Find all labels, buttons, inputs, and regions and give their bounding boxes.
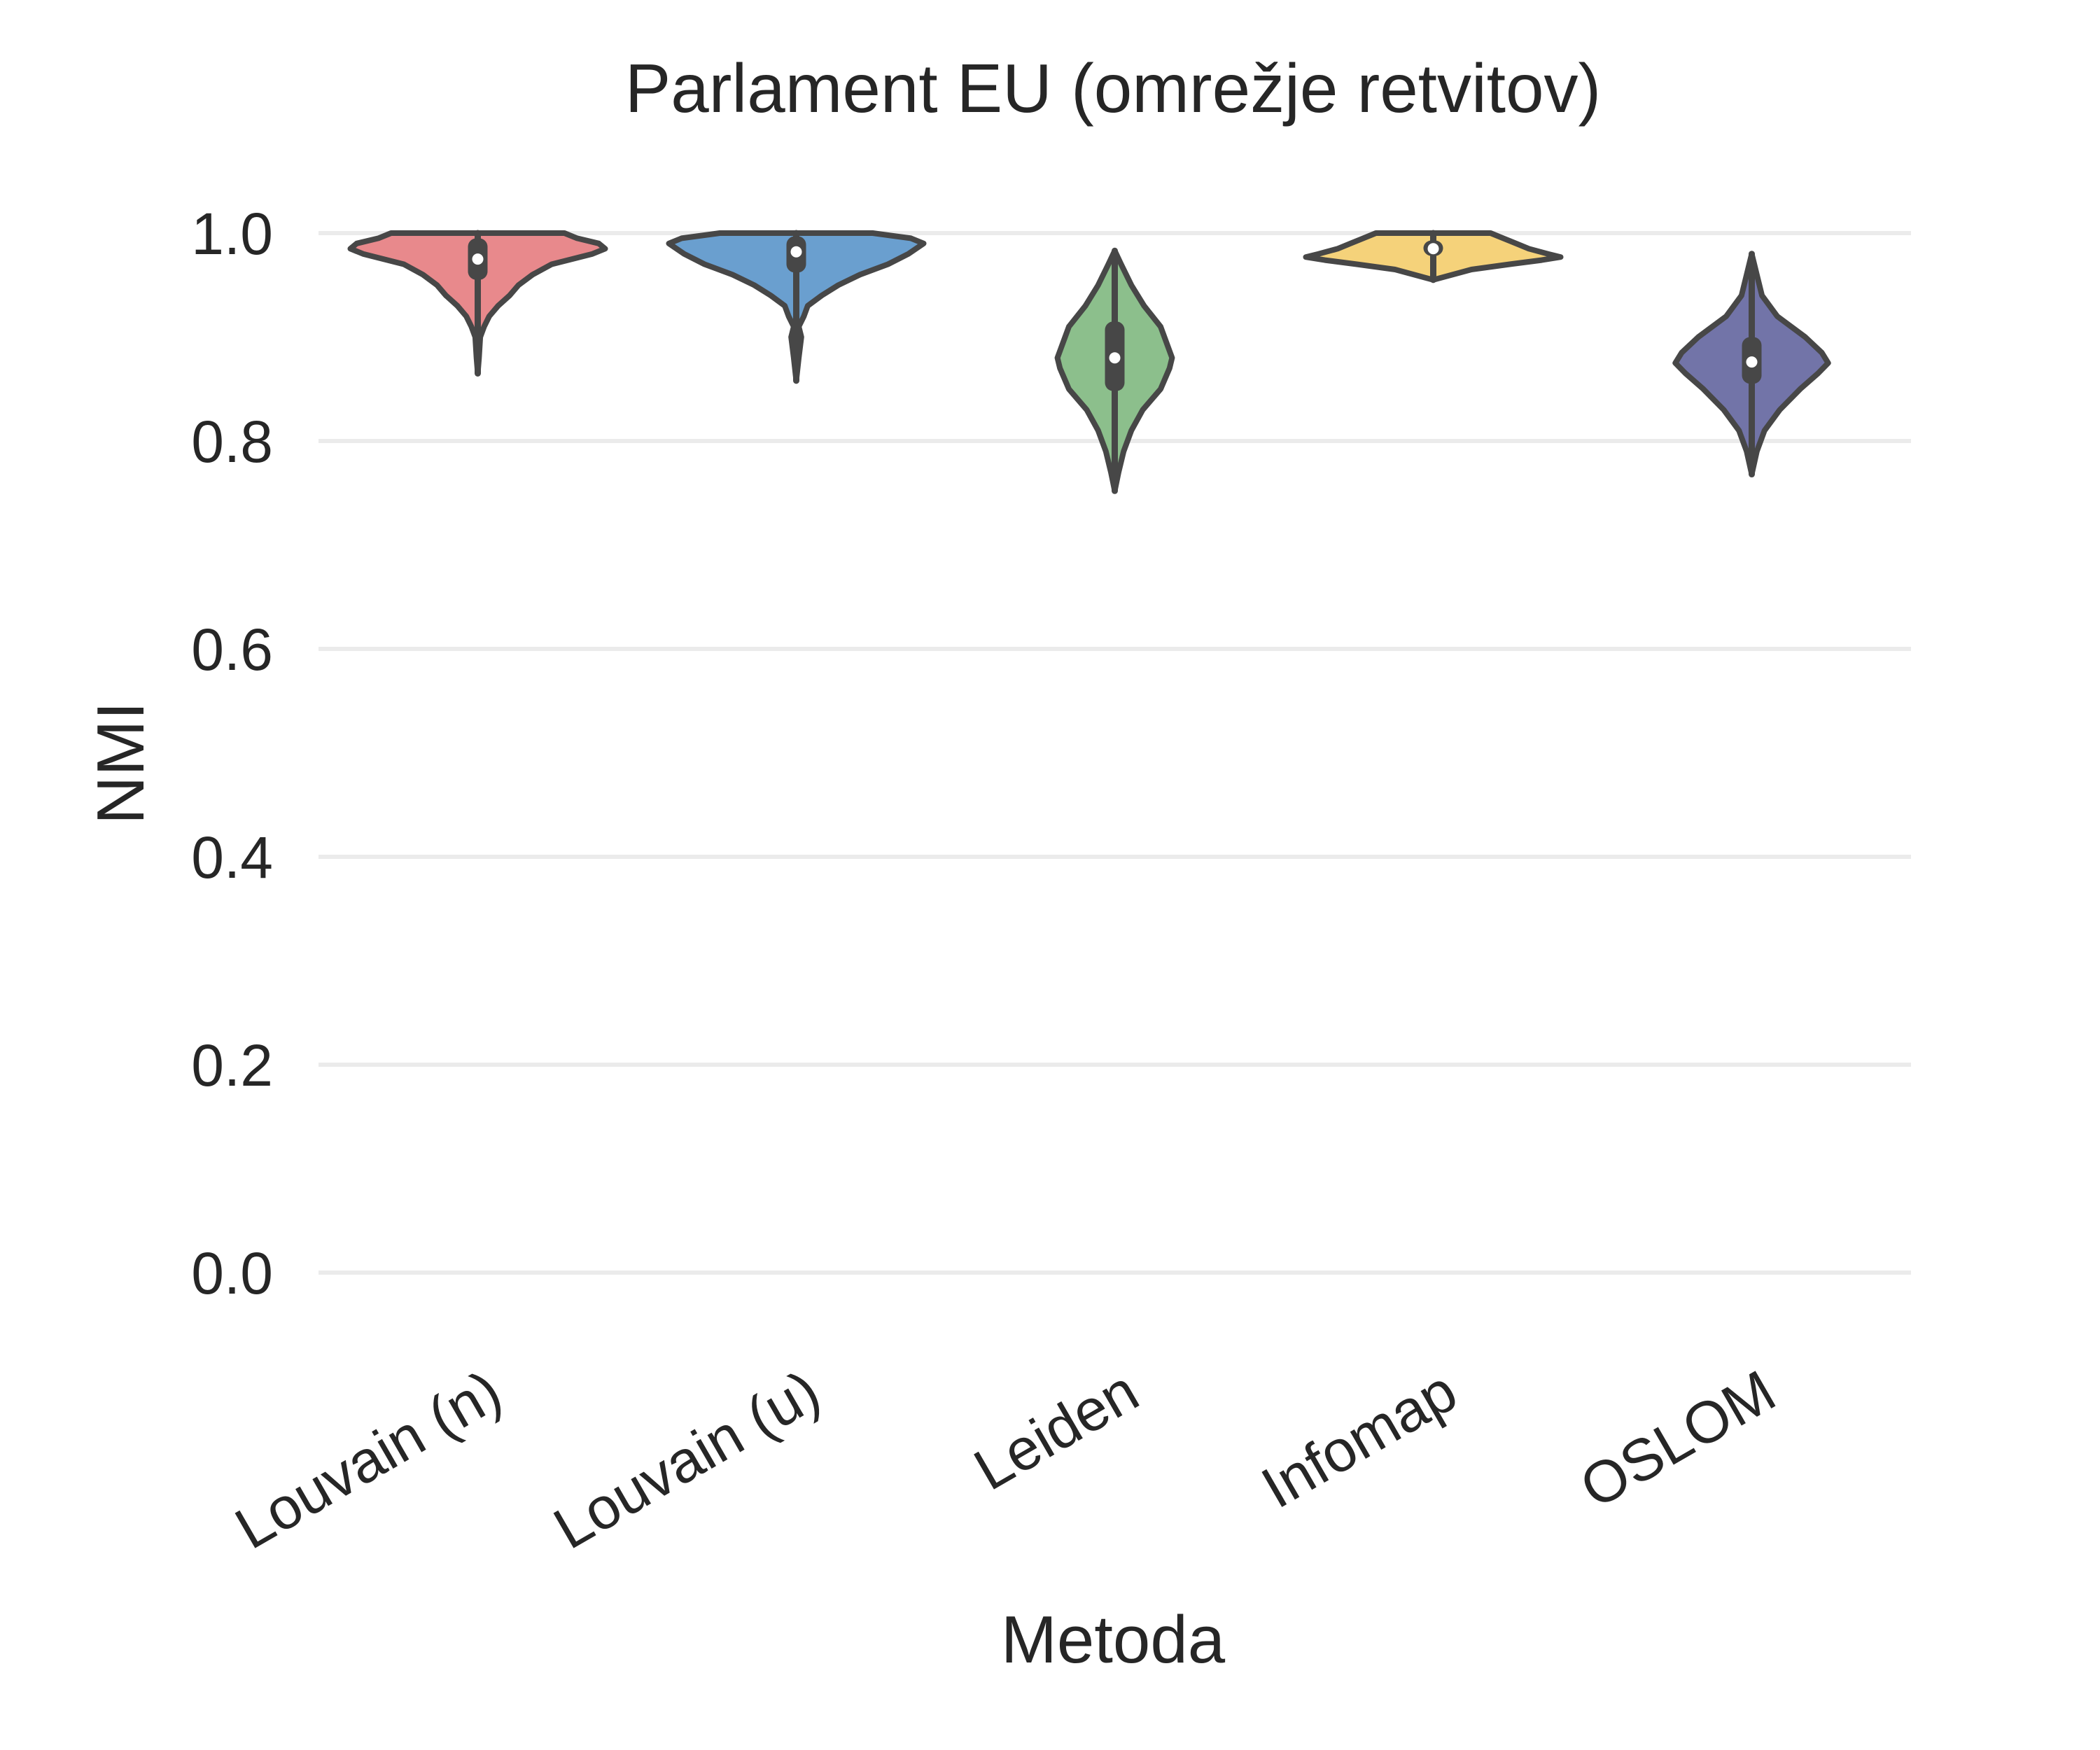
violins: [347, 230, 1831, 494]
y-tick-label: 1.0: [191, 201, 273, 267]
x-axis-label: Metoda: [1001, 1602, 1226, 1677]
y-tick-label: 0.4: [191, 825, 273, 890]
violin-oslom: [1672, 251, 1831, 478]
violin-louvain-n: [347, 230, 608, 377]
violin-median-point: [1109, 352, 1121, 364]
x-tick-label: Infomap: [1251, 1357, 1468, 1520]
violin-median-point: [1427, 243, 1439, 255]
y-axis-label: NMI: [83, 701, 158, 825]
x-tick-label: OSLOM: [1569, 1357, 1786, 1520]
violin-median-point: [472, 253, 484, 265]
violin-louvain-u: [666, 230, 927, 384]
y-tick-label: 0.2: [191, 1032, 273, 1098]
violin-infomap: [1303, 230, 1564, 284]
x-tick-label: Leiden: [963, 1357, 1149, 1503]
y-tick-label: 0.8: [191, 409, 273, 475]
violin-median-point: [790, 246, 802, 258]
y-tick-labels: 0.0 0.2 0.4 0.6 0.8 1.0: [191, 201, 273, 1306]
x-tick-label: Louvain (n): [225, 1357, 512, 1562]
violin-median-point: [1746, 356, 1758, 368]
chart-title: Parlament EU (omrežje retvitov): [625, 50, 1601, 127]
x-tick-label: Louvain (u): [543, 1357, 831, 1562]
y-tick-label: 0.6: [191, 617, 273, 682]
x-tick-labels: Louvain (n) Louvain (u) Leiden Infomap OSLOM: [225, 1357, 1786, 1562]
y-tick-label: 0.0: [191, 1240, 273, 1306]
violin-leiden: [1054, 247, 1175, 494]
